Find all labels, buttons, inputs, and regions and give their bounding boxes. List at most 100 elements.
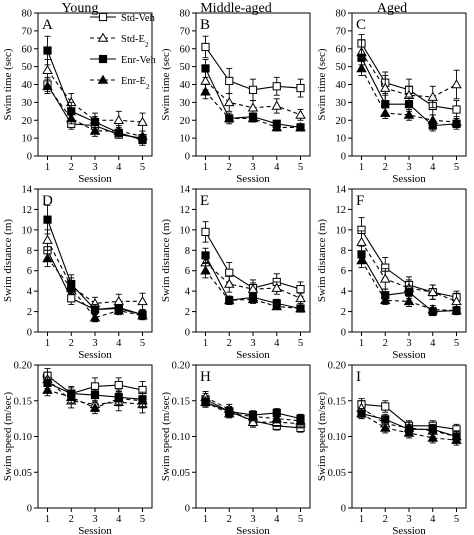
data-point [379, 294, 391, 305]
series-enr-e2 [356, 60, 462, 128]
x-tick-label: 3 [406, 338, 411, 349]
x-tick-label: 3 [406, 162, 411, 173]
data-point [381, 100, 390, 109]
data-point [137, 130, 148, 141]
data-point [89, 125, 101, 135]
data-point [223, 278, 235, 288]
y-tick-label: 0.15 [14, 396, 32, 407]
data-point [90, 117, 100, 127]
column-title-middle-aged: Middle-aged [200, 1, 272, 16]
panel-i: 0 0.05 0.10 0.15 0.20 1 2 3 4 5 Session Swim speed … [316, 361, 467, 535]
y-axis-label: Swim speed (m/sec) [2, 392, 14, 482]
x-tick-label: 5 [298, 338, 303, 349]
data-point [295, 303, 306, 313]
x-tick-label: 4 [274, 162, 280, 173]
x-tick-label: 4 [430, 338, 436, 349]
panel-a: 0 10 20 30 40 50 60 70 80 1 2 3 4 5 Session Swim time (… [2, 9, 153, 185]
data-point [272, 82, 281, 91]
x-axis-label: Session [236, 349, 270, 361]
y-axis-label: Swim distance (m) [316, 219, 328, 302]
legend-item: Std-E2 [90, 32, 149, 49]
series-enr-e2 [42, 383, 148, 415]
y-tick-label: 10 [22, 134, 33, 145]
y-tick-label: 0.20 [172, 361, 190, 372]
y-tick-label: 10 [180, 225, 191, 236]
x-tick-label: 2 [227, 162, 232, 173]
legend-item: Std-Veh [90, 12, 156, 24]
x-tick-label: 3 [250, 514, 255, 525]
y-axis-label: Swim distance (m) [2, 219, 14, 302]
y-tick-label: 20 [336, 116, 347, 127]
panel-label: E [200, 193, 209, 209]
legend-label: Enr-E2 [121, 76, 150, 91]
y-tick-label: 4 [185, 287, 191, 298]
x-axis-label: Session [78, 525, 112, 535]
x-axis-label: Session [392, 173, 426, 185]
x-tick-label: 2 [383, 514, 388, 525]
plot-frame [195, 364, 311, 509]
x-tick-label: 4 [430, 514, 436, 525]
y-tick-label: 0 [27, 504, 32, 515]
data-point [247, 102, 259, 112]
data-point [356, 408, 367, 418]
panel-label: A [42, 17, 53, 33]
column-title-aged: Aged [377, 1, 407, 16]
data-point [200, 86, 211, 96]
y-tick-label: 0.20 [14, 361, 32, 372]
y-tick-label: 10 [22, 225, 33, 236]
y-tick-label: 0.10 [172, 432, 190, 443]
y-tick-label: 60 [336, 44, 347, 55]
x-tick-label: 5 [454, 162, 459, 173]
data-point [223, 294, 235, 305]
legend-label: Enr-Veh [121, 55, 157, 66]
series-enr-e2 [356, 252, 462, 316]
panel-label: I [356, 369, 361, 385]
data-point [356, 236, 367, 246]
data-point [137, 310, 148, 320]
x-tick-label: 3 [406, 514, 411, 525]
x-tick-label: 2 [69, 162, 74, 173]
data-point [451, 295, 462, 306]
data-point [65, 282, 77, 292]
series-std-e2 [200, 71, 306, 121]
y-tick-label: 50 [336, 62, 347, 73]
data-point [137, 295, 148, 306]
data-point [113, 295, 125, 306]
series-line [205, 396, 301, 425]
panel-g: 0 0.05 0.10 0.15 0.20 1 2 3 4 5 Session Swim speed … [2, 361, 153, 535]
data-point [201, 42, 210, 52]
series-std-e2 [42, 229, 148, 310]
data-point [428, 425, 437, 434]
data-point [43, 46, 52, 55]
x-tick-label: 1 [45, 338, 50, 349]
data-point [200, 265, 211, 275]
y-tick-label: 20 [22, 116, 33, 127]
y-tick-label: 40 [180, 80, 191, 91]
data-point [90, 305, 100, 314]
y-tick-label: 80 [180, 9, 191, 20]
data-point [451, 116, 462, 126]
x-tick-label: 1 [45, 162, 50, 173]
panel-h: 0 0.05 0.10 0.15 0.20 1 2 3 4 5 Session Swim speed … [160, 361, 311, 535]
data-point [247, 293, 259, 304]
legend-label: Std-E2 [121, 34, 149, 49]
series-line [47, 258, 143, 319]
x-axis-label: Session [78, 173, 112, 185]
y-tick-label: 2 [341, 307, 346, 318]
y-tick-label: 50 [22, 62, 33, 73]
x-tick-label: 5 [298, 162, 303, 173]
y-tick-label: 60 [22, 44, 33, 55]
data-point [271, 413, 283, 423]
data-point [427, 91, 439, 101]
x-axis-label: Session [236, 173, 270, 185]
series-line [361, 52, 457, 98]
data-point [42, 80, 53, 91]
y-tick-label: 4 [27, 287, 33, 298]
legend-marker [98, 12, 108, 22]
x-tick-label: 4 [430, 162, 436, 173]
y-tick-label: 2 [27, 307, 32, 318]
data-point [403, 109, 415, 119]
